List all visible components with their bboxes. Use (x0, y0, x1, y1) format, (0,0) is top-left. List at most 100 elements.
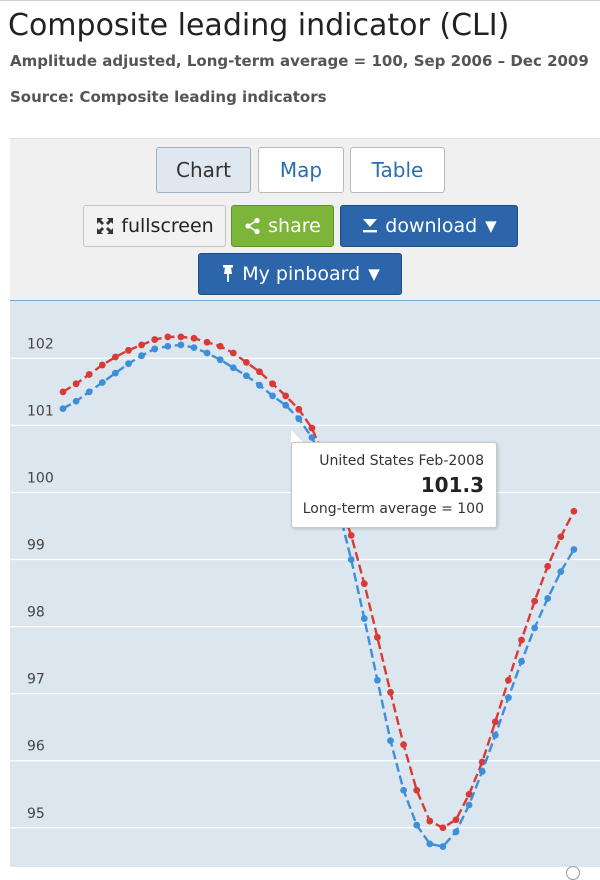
data-point[interactable] (164, 342, 172, 350)
data-point[interactable] (151, 336, 159, 343)
series-line-1 (62, 343, 575, 848)
data-point[interactable] (151, 345, 159, 353)
data-point[interactable] (439, 843, 447, 850)
data-point[interactable] (413, 786, 421, 794)
data-point[interactable] (229, 349, 237, 357)
data-point[interactable] (465, 801, 473, 809)
share-button[interactable]: share (231, 205, 334, 247)
data-point[interactable] (138, 341, 146, 349)
y-tick-label: 100 (27, 470, 54, 486)
chart-tooltip: United States Feb-2008 101.3 Long-term a… (291, 442, 497, 528)
data-point[interactable] (98, 361, 106, 369)
data-point[interactable] (164, 333, 172, 341)
data-point[interactable] (400, 786, 407, 794)
data-point[interactable] (282, 401, 290, 409)
download-button[interactable]: download ▼ (340, 205, 518, 247)
data-point[interactable] (374, 633, 381, 641)
data-point[interactable] (85, 388, 93, 396)
data-point[interactable] (282, 392, 290, 400)
data-point[interactable] (256, 381, 263, 389)
data-point[interactable] (177, 341, 185, 349)
data-point[interactable] (478, 768, 486, 775)
y-tick-label: 95 (27, 806, 45, 822)
tab-table[interactable]: Table (350, 147, 445, 193)
data-point[interactable] (426, 840, 434, 848)
y-tick-label: 101 (27, 403, 54, 419)
data-point[interactable] (505, 676, 512, 684)
tab-map[interactable]: Map (258, 147, 344, 193)
tab-table-label: Table (371, 158, 424, 182)
data-point[interactable] (125, 346, 132, 354)
y-tick-label: 99 (27, 538, 45, 554)
chart-subtitle: Amplitude adjusted, Long-term average = … (10, 52, 589, 70)
line-chart[interactable]: 95 96 97 98 99 100 101 102 (0, 300, 600, 866)
data-point[interactable] (72, 397, 80, 405)
data-point[interactable] (570, 507, 578, 515)
data-point[interactable] (557, 533, 565, 541)
data-point[interactable] (413, 821, 421, 829)
data-point[interactable] (112, 369, 119, 377)
data-point[interactable] (491, 718, 499, 726)
data-point[interactable] (243, 358, 250, 366)
data-point[interactable] (295, 405, 303, 413)
data-point[interactable] (308, 434, 316, 441)
data-point[interactable] (125, 360, 132, 368)
pinboard-button[interactable]: My pinboard ▼ (198, 253, 402, 295)
data-point[interactable] (452, 828, 460, 836)
chart-source: Source: Composite leading indicators (10, 88, 327, 106)
share-icon (244, 217, 262, 235)
data-point[interactable] (98, 379, 106, 386)
data-point[interactable] (256, 368, 263, 376)
data-point[interactable] (531, 597, 538, 605)
data-point[interactable] (269, 392, 276, 400)
data-point[interactable] (387, 737, 394, 744)
data-point[interactable] (59, 388, 67, 396)
data-point[interactable] (203, 338, 211, 346)
data-point[interactable] (112, 353, 119, 361)
data-point[interactable] (216, 342, 224, 350)
expand-arrows-icon (95, 216, 115, 236)
y-tick-label: 96 (27, 739, 45, 755)
data-point[interactable] (360, 615, 368, 622)
tab-chart[interactable]: Chart (156, 147, 251, 193)
data-point[interactable] (243, 372, 250, 380)
data-point[interactable] (347, 531, 355, 539)
data-point[interactable] (138, 352, 146, 360)
data-point[interactable] (518, 636, 525, 644)
data-point[interactable] (387, 688, 394, 696)
data-point[interactable] (544, 562, 552, 570)
data-point[interactable] (190, 334, 198, 342)
data-point[interactable] (360, 580, 368, 588)
data-point[interactable] (465, 790, 473, 798)
data-point[interactable] (505, 694, 512, 702)
data-point[interactable] (374, 676, 381, 684)
chevron-down-icon: ▼ (485, 217, 497, 235)
data-point[interactable] (177, 333, 185, 341)
data-point[interactable] (308, 424, 316, 432)
data-point[interactable] (439, 824, 447, 832)
data-point[interactable] (518, 658, 525, 665)
tooltip-note: Long-term average = 100 (302, 501, 484, 517)
data-point[interactable] (544, 595, 552, 602)
data-point[interactable] (400, 741, 407, 749)
data-point[interactable] (295, 415, 303, 423)
data-point[interactable] (85, 371, 93, 378)
series-line-0 (62, 335, 575, 830)
data-point[interactable] (452, 816, 460, 824)
data-point[interactable] (557, 568, 565, 575)
data-point[interactable] (347, 556, 355, 563)
data-point[interactable] (269, 380, 276, 388)
data-point[interactable] (216, 356, 224, 364)
data-point[interactable] (190, 344, 198, 352)
y-tick-label: 102 (27, 336, 54, 352)
data-point[interactable] (570, 546, 578, 553)
data-point[interactable] (203, 349, 211, 357)
fullscreen-button[interactable]: fullscreen (83, 205, 226, 247)
data-point[interactable] (229, 364, 237, 372)
info-icon[interactable] (566, 866, 580, 880)
data-point[interactable] (72, 380, 80, 388)
data-point[interactable] (531, 624, 538, 632)
data-point[interactable] (426, 817, 434, 825)
data-point[interactable] (491, 731, 499, 739)
data-point[interactable] (59, 405, 67, 413)
